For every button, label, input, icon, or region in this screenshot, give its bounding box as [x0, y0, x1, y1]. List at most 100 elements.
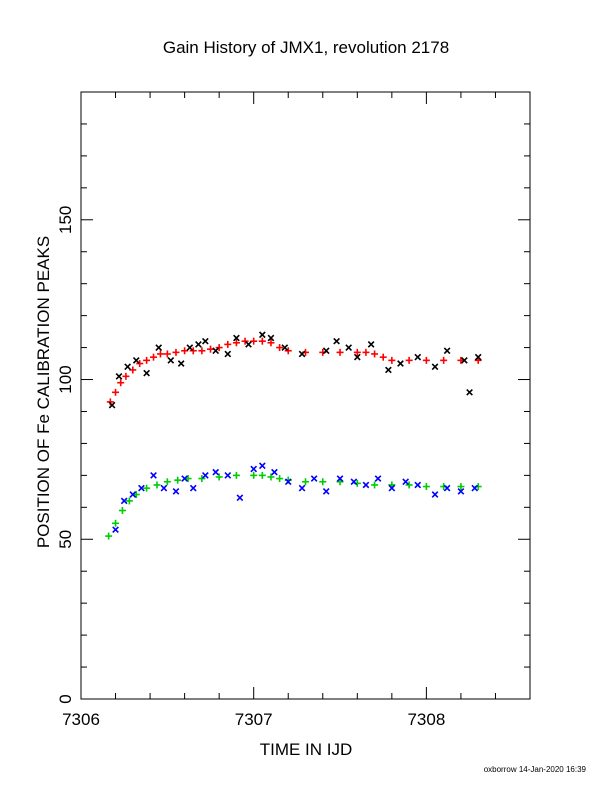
data-point: [198, 475, 206, 483]
data-point: [224, 472, 232, 479]
data-point: [212, 347, 220, 355]
data-point: [250, 465, 258, 473]
plot-frame: [80, 91, 531, 700]
data-point: [271, 468, 278, 476]
data-point: [457, 487, 465, 495]
data-point: [132, 356, 140, 364]
data-point: [156, 350, 164, 358]
data-point: [177, 360, 185, 367]
data-point: [336, 348, 344, 356]
data-point: [189, 484, 197, 492]
y-axis-label: POSITION OF Fe CALIBRATION PEAKS: [34, 236, 53, 548]
data-point: [405, 481, 413, 489]
data-point: [129, 366, 137, 374]
data-point: [414, 353, 422, 361]
data-point: [143, 356, 151, 364]
data-point: [471, 484, 479, 492]
data-point: [353, 353, 361, 361]
data-point: [319, 478, 327, 486]
data-point: [345, 344, 353, 351]
x-tick-label: 7307: [235, 710, 273, 729]
data-point: [167, 356, 175, 364]
data-point: [122, 372, 130, 380]
data-point: [333, 337, 340, 345]
data-point: [267, 334, 275, 342]
data-point: [258, 471, 266, 479]
data-point: [443, 484, 451, 492]
data-point: [466, 388, 473, 396]
data-point: [224, 350, 232, 358]
data-point: [298, 350, 306, 358]
data-point: [181, 475, 188, 482]
data-point: [215, 344, 223, 352]
data-point: [143, 484, 151, 492]
data-point: [120, 497, 128, 505]
y-tick-label: 50: [56, 530, 75, 549]
data-point: [397, 360, 404, 367]
data-point: [258, 331, 266, 339]
data-point: [405, 356, 413, 364]
data-point: [108, 401, 116, 409]
data-point: [207, 345, 215, 353]
data-point: [250, 471, 258, 479]
data-point: [112, 519, 120, 527]
data-point: [215, 473, 223, 481]
data-point: [153, 481, 161, 489]
data-point: [241, 337, 249, 345]
data-point: [124, 363, 131, 371]
data-point: [371, 481, 379, 489]
data-point: [371, 350, 379, 358]
data-point: [233, 334, 240, 342]
data-point: [461, 356, 468, 364]
data-point: [281, 344, 289, 351]
data-point: [163, 350, 171, 358]
data-point: [160, 484, 168, 492]
data-point: [150, 353, 158, 361]
data-point: [431, 491, 439, 498]
data-point: [212, 468, 220, 476]
data-point: [284, 478, 292, 486]
data-point: [155, 344, 163, 351]
data-point: [117, 379, 125, 387]
y-tick-label: 0: [56, 694, 75, 703]
axis-ticks: [80, 91, 531, 700]
data-point: [189, 347, 197, 355]
data-point: [143, 369, 150, 377]
data-point: [402, 478, 410, 486]
data-point: [443, 347, 451, 355]
data-point: [129, 491, 137, 498]
y-tick-label: 150: [56, 206, 75, 234]
data-point: [302, 478, 309, 486]
data-point: [258, 337, 266, 345]
data-point: [422, 356, 430, 364]
data-point: [298, 484, 306, 492]
data-point: [388, 484, 396, 492]
data-point: [236, 494, 244, 502]
data-point: [379, 353, 387, 361]
data-point: [115, 372, 123, 380]
data-point: [267, 473, 275, 481]
data-point: [367, 341, 375, 348]
data-point: [150, 472, 157, 479]
data-point: [250, 337, 258, 345]
data-point: [322, 487, 330, 495]
data-point: [224, 340, 232, 348]
data-point: [322, 347, 330, 355]
data-point: [422, 483, 430, 491]
data-point: [174, 476, 182, 484]
y-tick-label: 100: [56, 365, 75, 393]
data-point: [172, 348, 180, 356]
x-axis-label: TIME IN IJD: [260, 740, 353, 759]
data-point: [163, 478, 171, 486]
data-point: [362, 348, 370, 356]
x-tick-label: 7306: [62, 710, 100, 729]
data-point: [457, 483, 465, 491]
data-point: [245, 341, 252, 348]
data-point: [350, 478, 358, 486]
data-point: [232, 339, 240, 347]
data-point: [385, 366, 392, 374]
data-point: [474, 353, 482, 361]
data-point: [362, 481, 370, 489]
data-point: [181, 347, 189, 355]
data-point: [374, 475, 382, 482]
